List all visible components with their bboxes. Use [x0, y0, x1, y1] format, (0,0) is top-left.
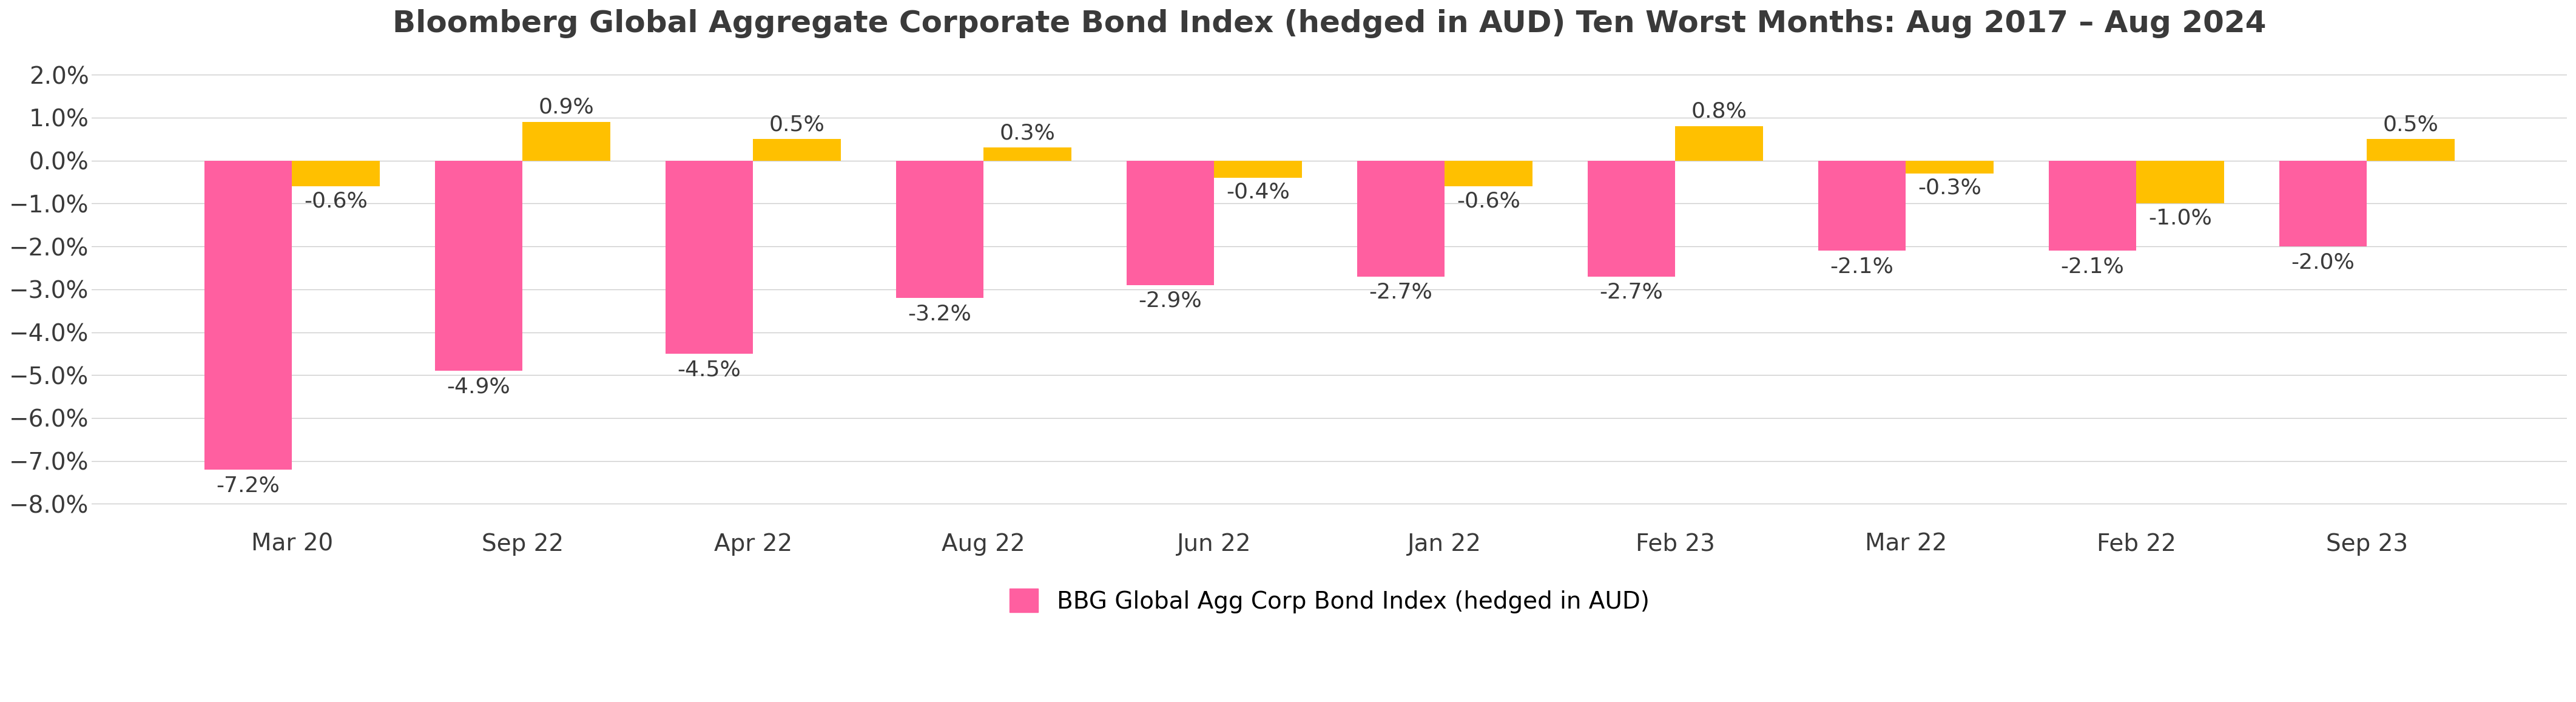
Title: Bloomberg Global Aggregate Corporate Bond Index (hedged in AUD) Ten Worst Months: Bloomberg Global Aggregate Corporate Bon… — [392, 9, 2267, 38]
Bar — [204, 161, 291, 470]
Text: 0.5%: 0.5% — [770, 114, 824, 135]
Legend: BBG Global Agg Corp Bond Index (hedged in AUD): BBG Global Agg Corp Bond Index (hedged i… — [999, 579, 1659, 623]
Text: -0.3%: -0.3% — [1917, 178, 1981, 199]
Text: -2.7%: -2.7% — [1600, 282, 1664, 303]
Bar — [2048, 161, 2136, 251]
Text: -0.6%: -0.6% — [1455, 190, 1520, 211]
Bar — [752, 139, 840, 161]
Text: -1.0%: -1.0% — [2148, 208, 2213, 228]
Bar — [2280, 161, 2367, 246]
Bar — [1906, 161, 1994, 173]
Bar — [665, 161, 752, 354]
Bar — [1674, 126, 1762, 161]
Text: -2.1%: -2.1% — [2061, 256, 2125, 277]
Text: -4.5%: -4.5% — [677, 359, 742, 380]
Bar — [291, 161, 379, 186]
Bar — [1358, 161, 1445, 277]
Bar — [1445, 161, 1533, 186]
Bar — [1819, 161, 1906, 251]
Text: -7.2%: -7.2% — [216, 475, 281, 496]
Text: -4.9%: -4.9% — [446, 376, 510, 397]
Bar — [1126, 161, 1213, 285]
Text: -0.6%: -0.6% — [304, 190, 368, 211]
Text: -2.0%: -2.0% — [2290, 252, 2354, 272]
Text: -3.2%: -3.2% — [907, 303, 971, 324]
Text: -2.1%: -2.1% — [1829, 256, 1893, 277]
Text: -2.9%: -2.9% — [1139, 291, 1203, 311]
Text: 0.5%: 0.5% — [2383, 114, 2439, 135]
Text: 0.9%: 0.9% — [538, 97, 595, 118]
Bar — [1213, 161, 1301, 178]
Text: -0.4%: -0.4% — [1226, 182, 1291, 203]
Text: 0.8%: 0.8% — [1690, 101, 1747, 122]
Bar — [1587, 161, 1674, 277]
Bar — [523, 122, 611, 161]
Bar — [2136, 161, 2223, 204]
Text: -2.7%: -2.7% — [1368, 282, 1432, 303]
Bar — [2367, 139, 2455, 161]
Text: 0.3%: 0.3% — [999, 123, 1056, 143]
Bar — [984, 147, 1072, 161]
Bar — [435, 161, 523, 371]
Bar — [896, 161, 984, 298]
